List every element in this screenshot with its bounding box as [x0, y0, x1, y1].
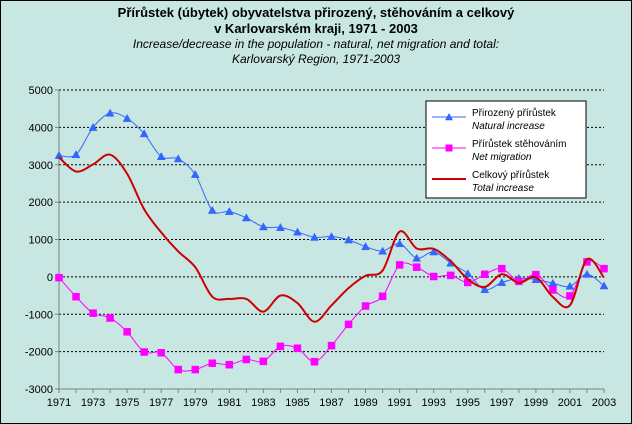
data-point-natural-increase [224, 206, 234, 215]
data-point-net-migration [157, 348, 165, 357]
data-point-natural-increase [275, 223, 285, 231]
data-point-net-migration [498, 264, 506, 273]
data-point-net-migration [72, 292, 80, 301]
data-point-natural-increase [241, 213, 251, 222]
data-point-net-migration [242, 355, 251, 364]
data-point-natural-increase [105, 108, 115, 117]
data-point-net-migration [481, 270, 489, 279]
legend-label-total-increase: Celkový přírůstek [472, 169, 550, 181]
legend-marker-net-migration [445, 144, 453, 152]
x-tick-label: 1987 [319, 397, 343, 409]
data-point-net-migration [191, 365, 199, 374]
x-tick-label: 1981 [217, 397, 241, 409]
data-point-natural-increase [480, 285, 490, 294]
chart-title-line-2: v Karlovarském kraji, 1971 - 2003 [214, 21, 418, 36]
data-point-natural-increase [173, 154, 183, 163]
data-point-natural-increase [258, 222, 268, 231]
data-point-natural-increase [361, 242, 370, 251]
y-tick-label: -1000 [25, 309, 53, 321]
data-point-net-migration [395, 261, 404, 269]
x-tick-label: 1995 [456, 397, 480, 409]
chart-subtitle: Increase/decrease in the population - na… [132, 37, 500, 51]
data-point-net-migration [259, 357, 268, 366]
x-tick-label: 1991 [387, 397, 411, 409]
data-point-natural-increase [378, 246, 388, 255]
data-point-net-migration [55, 273, 63, 282]
x-tick-label: 1979 [183, 397, 207, 409]
x-tick-label: 2001 [558, 397, 582, 409]
y-tick-label: 2000 [29, 197, 53, 209]
y-tick-label: 5000 [29, 85, 53, 97]
y-tick-label: -2000 [25, 347, 53, 359]
data-point-net-migration [327, 341, 336, 350]
x-tick-label: 1997 [490, 397, 514, 409]
data-point-natural-increase [327, 231, 336, 240]
data-point-natural-increase [582, 269, 592, 278]
legend-label-en-natural-increase: Natural increase [472, 121, 545, 132]
data-point-net-migration [344, 320, 353, 329]
data-point-natural-increase [293, 227, 302, 236]
x-tick-label: 1985 [285, 397, 309, 409]
data-point-natural-increase [156, 152, 166, 160]
data-point-net-migration [412, 263, 421, 271]
legend-marker-natural-increase [445, 113, 453, 121]
data-point-natural-increase [395, 239, 405, 248]
data-point-net-migration [106, 314, 114, 322]
data-point-net-migration [429, 272, 438, 281]
data-point-natural-increase [497, 277, 507, 286]
data-point-net-migration [549, 286, 557, 294]
y-tick-label: 4000 [29, 122, 53, 134]
legend-label-en-total-increase: Total increase [472, 183, 534, 194]
data-point-net-migration [225, 360, 234, 369]
data-point-natural-increase [207, 205, 217, 214]
x-tick-label: 1993 [421, 397, 445, 409]
data-point-net-migration [378, 292, 387, 301]
legend-label-natural-increase: Přirozený přírůstek [472, 107, 557, 119]
chart-title: Přírůstek (úbytek) obyvatelstva přirozen… [117, 5, 515, 20]
data-point-natural-increase [88, 122, 98, 131]
y-tick-label: -3000 [25, 384, 53, 396]
data-point-net-migration [276, 342, 285, 351]
legend-label-net-migration: Přírůstek stěhováním [472, 138, 566, 150]
x-tick-label: 1977 [149, 397, 173, 409]
data-point-net-migration [293, 344, 302, 353]
chart-subtitle-line-2: Karlovarský Region, 1971-2003 [231, 52, 401, 66]
data-point-natural-increase [344, 235, 353, 244]
data-point-net-migration [89, 309, 97, 317]
data-point-natural-increase [71, 150, 81, 159]
data-point-natural-increase [310, 232, 319, 241]
data-point-net-migration [140, 348, 148, 356]
data-point-net-migration [600, 264, 608, 273]
data-point-net-migration [446, 271, 455, 280]
title-block: Přírůstek (úbytek) obyvatelstva přirozen… [1, 5, 631, 67]
x-tick-label: 1975 [115, 397, 139, 409]
legend-label-en-net-migration: Net migration [472, 152, 532, 163]
x-tick-label: 1999 [524, 397, 548, 409]
y-tick-label: 1000 [29, 235, 53, 247]
y-tick-label: 3000 [29, 160, 53, 172]
data-point-natural-increase [565, 281, 575, 290]
x-tick-label: 1983 [251, 397, 275, 409]
data-point-net-migration [174, 365, 182, 374]
data-point-natural-increase [122, 113, 132, 122]
data-point-natural-increase [190, 169, 200, 178]
data-point-net-migration [361, 302, 370, 310]
data-point-net-migration [208, 359, 217, 367]
x-tick-label: 1989 [353, 397, 377, 409]
x-tick-label: 1971 [47, 397, 71, 409]
x-tick-label: 1973 [81, 397, 105, 409]
data-point-net-migration [310, 357, 319, 366]
data-point-net-migration [123, 328, 131, 336]
data-point-natural-increase [429, 247, 439, 256]
data-point-natural-increase [599, 281, 609, 290]
series-line-total-increase [58, 153, 605, 323]
data-point-natural-increase [412, 253, 422, 262]
data-point-natural-increase [139, 129, 149, 138]
data-point-natural-increase [463, 268, 473, 277]
y-tick-label: 0 [47, 272, 53, 284]
x-tick-label: 2003 [592, 397, 616, 409]
